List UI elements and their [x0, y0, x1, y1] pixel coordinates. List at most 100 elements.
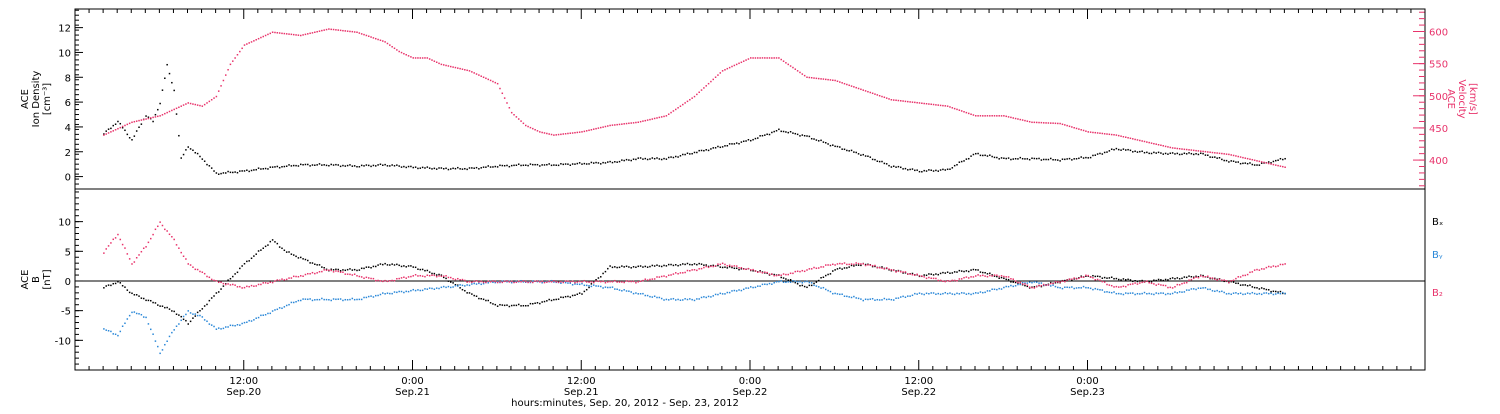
data-point [473, 167, 475, 169]
data-point [1188, 152, 1190, 154]
data-point [1054, 285, 1057, 288]
data-point [278, 307, 281, 309]
data-point [1117, 278, 1120, 281]
data-point [232, 283, 234, 286]
data-point [482, 298, 485, 301]
data-point [1265, 288, 1268, 291]
data-point [358, 166, 361, 168]
data-point [1185, 148, 1188, 151]
data-point [433, 272, 436, 275]
data-point [965, 276, 968, 278]
data-point [1235, 277, 1237, 280]
data-point [639, 120, 642, 123]
y2-tick-label: 600 [1429, 28, 1448, 39]
data-point [363, 267, 365, 270]
data-point [808, 281, 811, 284]
data-point [478, 297, 480, 300]
data-point [780, 280, 782, 282]
data-point [984, 275, 986, 277]
data-point [609, 265, 611, 267]
data-point [503, 164, 506, 167]
data-point [979, 115, 982, 117]
data-point [860, 263, 862, 265]
data-point [372, 164, 375, 167]
data-point [728, 264, 731, 267]
data-point [1031, 121, 1033, 124]
data-point [817, 279, 820, 282]
data-point [389, 44, 391, 46]
data-point [1211, 151, 1214, 154]
data-point [766, 271, 768, 274]
data-point [1078, 277, 1080, 280]
data-point [1103, 133, 1106, 135]
data-point [679, 272, 682, 274]
data-point [522, 280, 525, 282]
data-point [119, 122, 122, 125]
data-point [1103, 276, 1106, 279]
data-point [996, 275, 998, 278]
data-point [930, 169, 932, 171]
data-point [649, 295, 651, 298]
data-point [1120, 286, 1122, 288]
data-point [724, 266, 726, 268]
data-point [864, 298, 867, 301]
data-point [147, 241, 150, 244]
data-point [189, 312, 192, 314]
data-point [700, 296, 703, 299]
data-point [281, 166, 283, 168]
data-point [522, 122, 525, 125]
data-point [588, 285, 590, 287]
data-point [182, 318, 185, 321]
data-point [215, 172, 218, 174]
data-point [1052, 122, 1054, 124]
data-point [921, 171, 923, 173]
data-point [517, 303, 520, 306]
data-point [161, 349, 164, 351]
data-point [904, 272, 907, 274]
data-point [712, 264, 714, 267]
data-point [1073, 278, 1075, 280]
data-point [897, 165, 900, 168]
data-point [803, 74, 806, 77]
data-point [1094, 275, 1097, 278]
data-point [103, 134, 105, 136]
data-point [796, 283, 799, 285]
data-point [356, 165, 358, 168]
data-point [400, 51, 403, 54]
data-point [1073, 158, 1075, 160]
data-point [682, 263, 684, 265]
data-point [135, 120, 138, 122]
data-point [1258, 160, 1261, 163]
data-point [342, 271, 344, 273]
data-point [398, 290, 400, 293]
data-point [632, 280, 635, 283]
data-point [684, 263, 686, 266]
data-point [590, 283, 593, 285]
data-point [1127, 292, 1129, 295]
data-point [1106, 283, 1108, 286]
data-point [405, 266, 407, 268]
data-point [773, 273, 775, 276]
data-point [588, 286, 590, 289]
data-point [1031, 157, 1033, 159]
data-point [187, 310, 189, 312]
data-point [309, 273, 311, 275]
data-point [759, 270, 761, 272]
data-point [1026, 158, 1029, 160]
data-point [400, 277, 403, 279]
data-point [1185, 153, 1188, 155]
data-point [438, 62, 440, 65]
data-point [1192, 276, 1195, 278]
data-point [881, 266, 883, 268]
data-point [975, 275, 977, 277]
data-point [735, 290, 738, 292]
data-point [581, 293, 583, 295]
data-point [1202, 275, 1204, 278]
data-point [550, 164, 553, 167]
data-point [1115, 134, 1118, 136]
data-point [482, 282, 485, 285]
data-point [1218, 152, 1221, 155]
data-point [853, 265, 855, 267]
data-point [965, 270, 968, 272]
